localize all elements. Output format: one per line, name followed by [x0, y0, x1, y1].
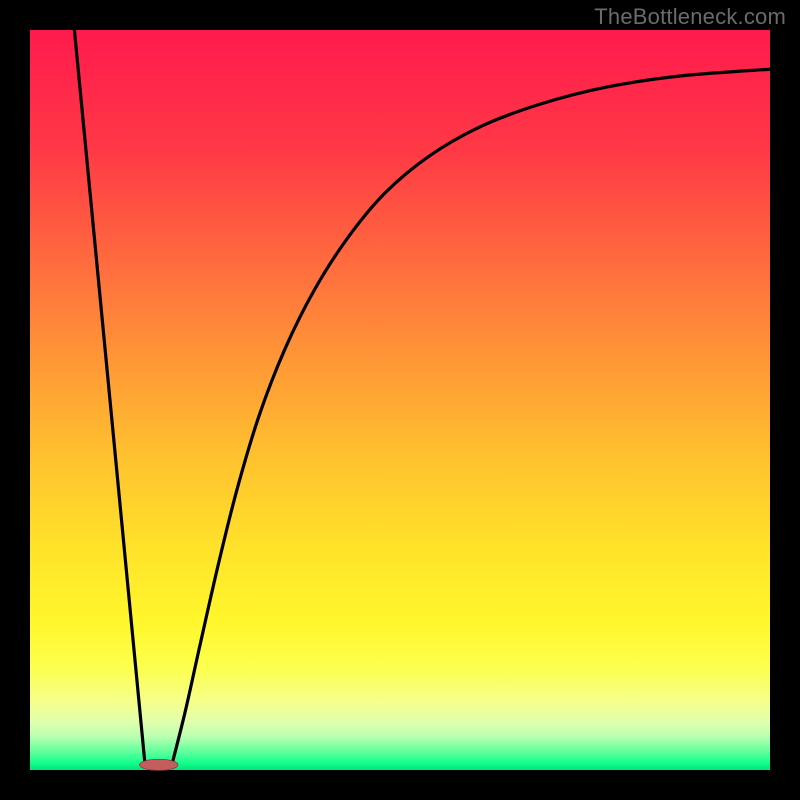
watermark-text: TheBottleneck.com — [594, 4, 786, 30]
bottleneck-chart — [0, 0, 800, 800]
valley-marker — [140, 759, 178, 770]
chart-gradient-background — [30, 30, 770, 770]
